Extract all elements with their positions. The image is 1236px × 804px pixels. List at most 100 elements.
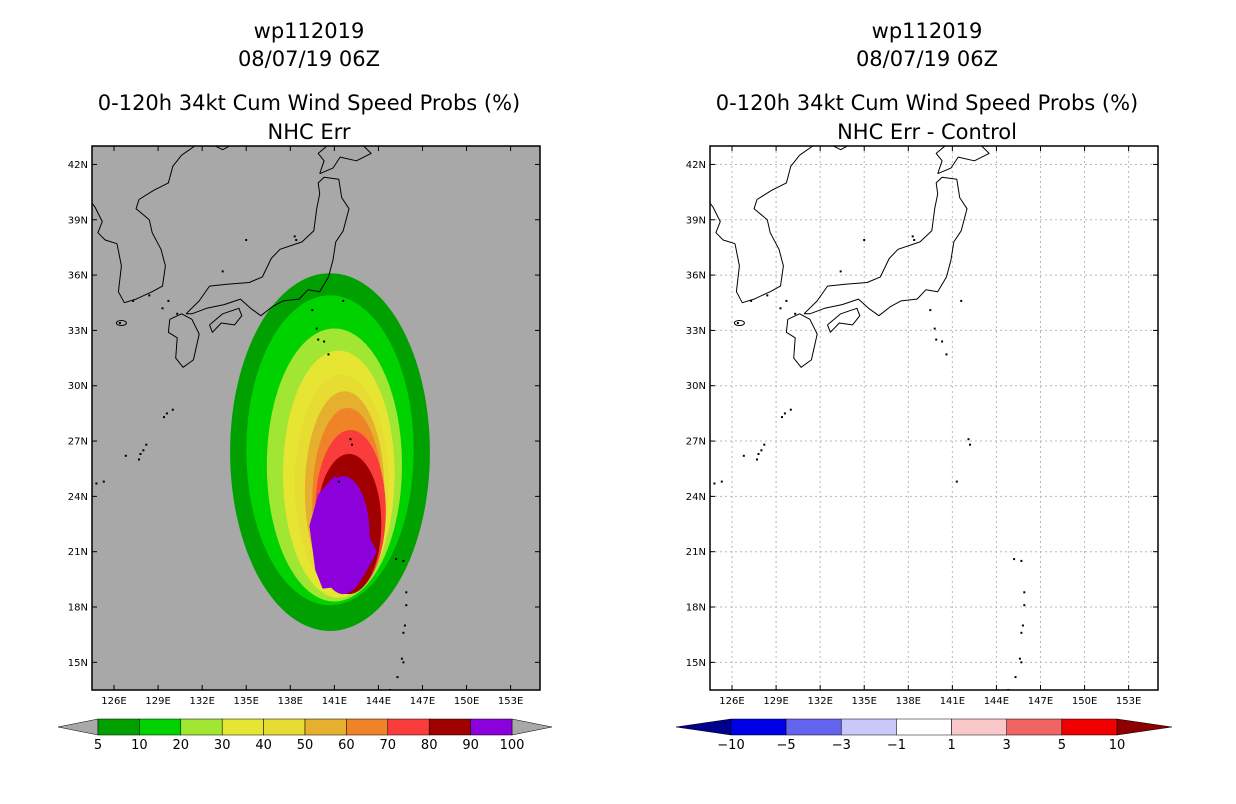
right-coast-china-north xyxy=(710,202,736,245)
right-island-20 xyxy=(1020,559,1023,562)
right-island-27 xyxy=(1020,661,1023,664)
right-island-39 xyxy=(750,299,753,302)
left-y-tick-label: 21N xyxy=(68,547,88,558)
right-colorbar-label: 3 xyxy=(1003,738,1011,753)
right-y-tick-label: 36N xyxy=(686,271,706,282)
right-colorbar-swatch xyxy=(1006,718,1063,736)
left-island-11 xyxy=(138,458,140,461)
left-island-1 xyxy=(139,453,142,455)
right-title-date: 08/07/19 06Z xyxy=(856,47,998,71)
left-colorbar-swatch xyxy=(387,718,430,736)
left-x-tick-label: 126E xyxy=(101,696,126,707)
left-colorbar-swatch xyxy=(470,718,513,736)
right-coastlines xyxy=(705,146,1026,690)
right-axis-ticks: 126E 129E 132E 135E 138E 141E 144E 147E 150E 153E… xyxy=(686,146,1158,707)
right-island-15 xyxy=(935,338,938,341)
right-y-tick-label: 24N xyxy=(686,492,706,503)
left-island-33 xyxy=(293,235,296,238)
left-island-20 xyxy=(402,559,405,562)
right-island-23 xyxy=(1023,604,1026,607)
left-island-13 xyxy=(315,327,318,330)
left-colorbar-label: 40 xyxy=(255,738,272,753)
left-x-tick-label: 132E xyxy=(189,696,214,707)
right-island-37 xyxy=(779,307,782,310)
left-island-8 xyxy=(81,488,83,490)
left-island-16 xyxy=(327,353,330,356)
left-x-tick-label: 144E xyxy=(366,696,391,707)
left-island-34 xyxy=(342,299,345,302)
left-colorbar-high-triangle xyxy=(511,718,553,736)
right-colorbar-label: −3 xyxy=(832,738,851,753)
right-coast-korea xyxy=(734,154,800,304)
right-y-tick-label: 18N xyxy=(686,603,706,614)
left-title-subtitle: NHC Err xyxy=(267,120,350,144)
right-y-tick-label: 21N xyxy=(686,547,706,558)
right-y-tick-label: 30N xyxy=(686,381,706,392)
right-y-tick-label: 15N xyxy=(686,658,706,669)
left-colorbar-label: 60 xyxy=(338,738,355,753)
left-island-23 xyxy=(405,604,408,607)
left-island-10 xyxy=(124,454,127,457)
left-colorbar-label: 80 xyxy=(421,738,438,753)
right-island-6 xyxy=(705,488,707,490)
left-island-0 xyxy=(142,449,145,452)
left-island-2 xyxy=(145,443,148,446)
right-colorbar-label: −1 xyxy=(887,738,906,753)
right-island-26 xyxy=(1018,657,1021,660)
right-coast-russia xyxy=(799,146,849,156)
right-island-0 xyxy=(760,449,763,452)
right-island-4 xyxy=(783,412,786,415)
left-coast-russia xyxy=(181,146,231,156)
right-colorbar-swatch xyxy=(785,718,842,736)
right-island-14 xyxy=(941,340,944,343)
right-island-31 xyxy=(839,270,842,273)
left-colorbar-swatch xyxy=(139,718,182,736)
left-colorbar-label: 5 xyxy=(94,738,102,753)
right-map-panel: 126E 129E 132E 135E 138E 141E 144E 147E 150E 153E… xyxy=(686,145,1159,707)
left-colorbar-swatch xyxy=(97,718,140,736)
left-colorbar: 5 10 20 30 40 50 60 70 80 90 100 xyxy=(57,718,553,753)
right-island-12 xyxy=(929,309,932,312)
left-coast-japan-honshu xyxy=(185,176,350,317)
left-map-panel: 126E 129E 132E 135E 138E 141E 144E 147E 150E 153E… xyxy=(68,145,541,707)
right-x-tick-label: 126E xyxy=(719,696,744,707)
right-coast-japan-hokkaido xyxy=(935,146,990,175)
left-y-tick-label: 15N xyxy=(68,658,88,669)
right-colorbar-swatch xyxy=(841,718,897,736)
right-x-tick-label: 150E xyxy=(1072,696,1097,707)
right-map-frame xyxy=(709,145,1159,691)
left-x-tick-label: 129E xyxy=(145,696,170,707)
right-island-11 xyxy=(756,458,758,461)
right-island-5 xyxy=(789,408,792,411)
right-x-tick-label: 147E xyxy=(1028,696,1053,707)
left-y-tick-label: 27N xyxy=(68,437,88,448)
left-island-32 xyxy=(295,239,298,241)
right-y-tick-label: 27N xyxy=(686,437,706,448)
left-colorbar-swatch xyxy=(180,718,223,736)
left-island-3 xyxy=(163,416,165,419)
left-island-24 xyxy=(403,624,406,627)
left-colorbar-label: 100 xyxy=(500,738,525,753)
left-x-tick-label: 138E xyxy=(278,696,303,707)
left-island-12 xyxy=(311,309,314,312)
right-island-24 xyxy=(1021,624,1024,627)
left-x-tick-label: 150E xyxy=(454,696,479,707)
left-island-14 xyxy=(323,340,326,343)
right-x-tick-label: 144E xyxy=(984,696,1009,707)
right-island-35 xyxy=(794,312,797,315)
right-island-36 xyxy=(785,299,788,302)
left-coastlines xyxy=(81,146,408,690)
left-y-tick-label: 42N xyxy=(68,160,88,171)
right-island-30 xyxy=(863,239,866,241)
right-x-tick-label: 141E xyxy=(940,696,965,707)
left-colorbar-swatch xyxy=(304,718,347,736)
right-colorbar-swatch xyxy=(951,718,1007,736)
right-y-tick-label: 33N xyxy=(686,326,706,337)
left-y-tick-label: 36N xyxy=(68,271,88,282)
right-colorbar-low-triangle xyxy=(675,718,732,736)
left-x-tick-label: 147E xyxy=(410,696,435,707)
right-island-25 xyxy=(1020,631,1023,634)
left-colorbar-low-triangle xyxy=(57,718,99,736)
right-y-tick-label: 42N xyxy=(686,160,706,171)
left-colorbar-label: 90 xyxy=(462,738,479,753)
